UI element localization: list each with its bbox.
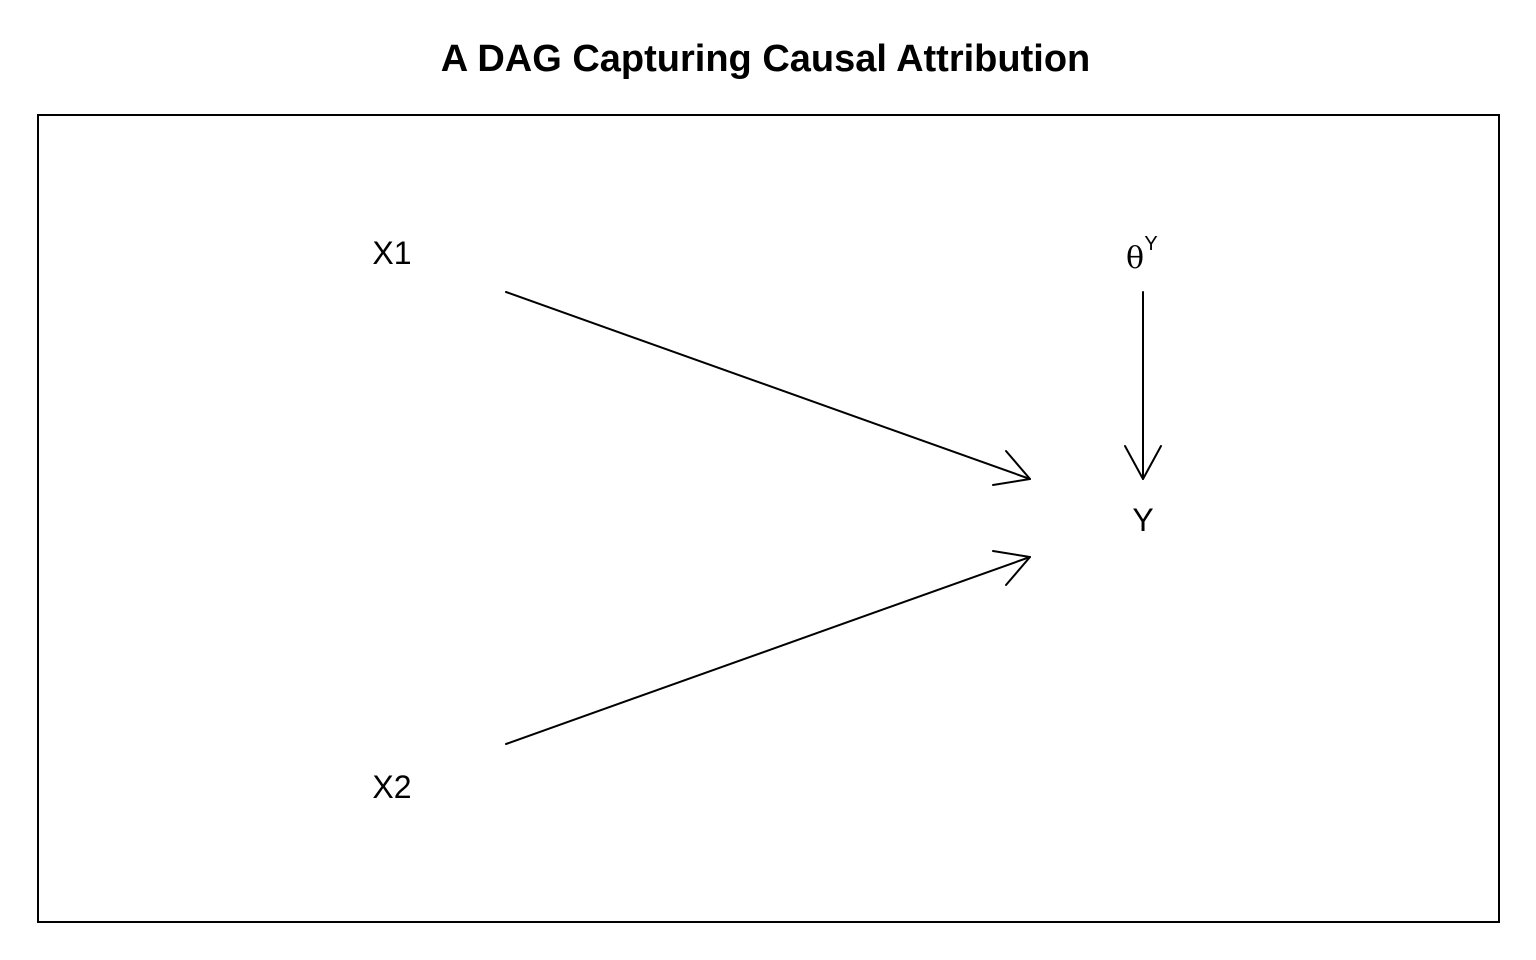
node-theta-y: θ Y (1126, 233, 1158, 276)
plot-frame (37, 114, 1500, 923)
node-x2: X2 (372, 769, 411, 805)
edge-x1-to-y (505, 291, 1031, 486)
diagram-title: A DAG Capturing Causal Attribution (440, 38, 1091, 80)
theta-symbol: θ (1126, 241, 1144, 276)
edge-theta-to-y (1124, 291, 1162, 480)
node-x1: X1 (372, 235, 411, 271)
theta-superscript: Y (1144, 233, 1157, 255)
edge-x2-to-y (505, 550, 1031, 745)
node-y: Y (1132, 502, 1153, 538)
